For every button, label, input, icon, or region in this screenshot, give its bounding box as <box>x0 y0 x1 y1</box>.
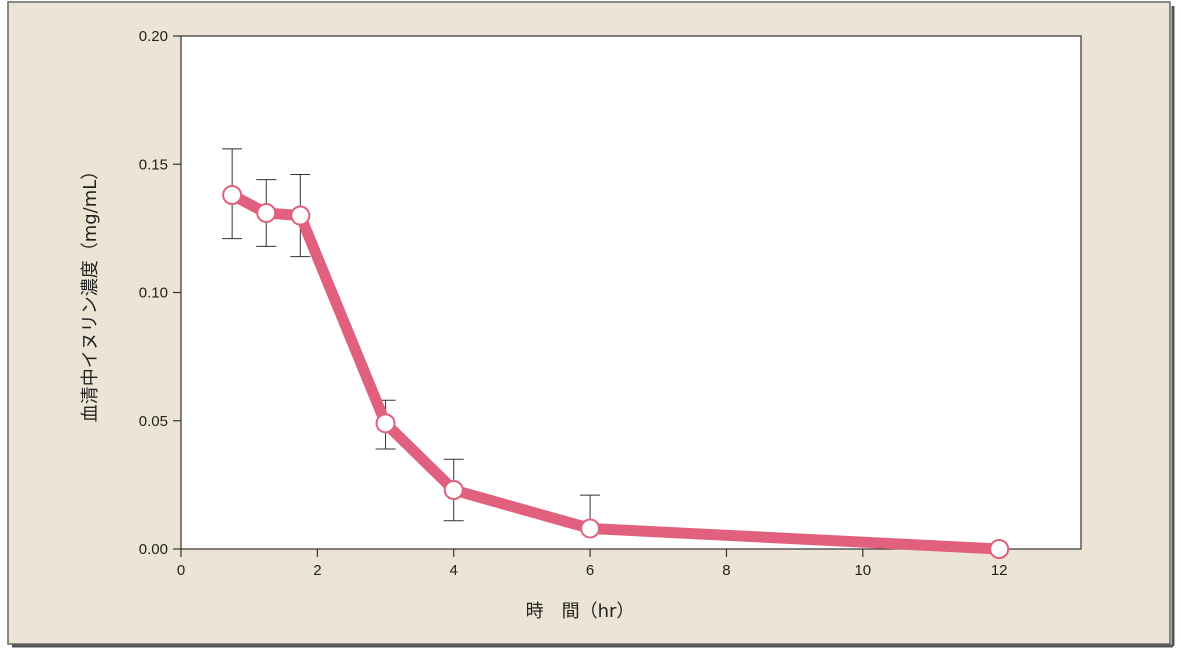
plot-area <box>180 35 1082 550</box>
y-tick-label: 0.00 <box>139 541 168 558</box>
x-tick-label: 6 <box>586 562 594 579</box>
data-point <box>580 518 601 539</box>
x-tick-label: 4 <box>450 562 458 579</box>
data-point <box>989 539 1010 559</box>
data-point <box>256 202 277 223</box>
x-tick-label: 2 <box>313 562 321 579</box>
y-tick-label: 0.20 <box>139 28 168 45</box>
y-tick-label: 0.15 <box>139 156 168 173</box>
x-tick-label: 10 <box>854 562 871 579</box>
y-tick-label: 0.10 <box>139 285 168 302</box>
y-axis-title: 血清中イヌリン濃度（mg/mL） <box>80 162 101 423</box>
data-point <box>443 480 464 501</box>
x-axis: 0 2 4 6 8 10 12 <box>177 549 1008 579</box>
data-point <box>222 185 243 206</box>
data-points <box>222 185 1010 559</box>
data-point <box>290 205 311 226</box>
y-tick-label: 0.05 <box>139 413 168 430</box>
x-tick-label: 0 <box>177 562 185 579</box>
data-point <box>375 413 396 434</box>
y-axis: 0.00 0.05 0.10 0.15 0.20 <box>139 28 181 558</box>
x-axis-title: 時 間（hr） <box>526 601 635 622</box>
x-tick-label: 12 <box>991 562 1008 579</box>
x-tick-label: 8 <box>722 562 730 579</box>
